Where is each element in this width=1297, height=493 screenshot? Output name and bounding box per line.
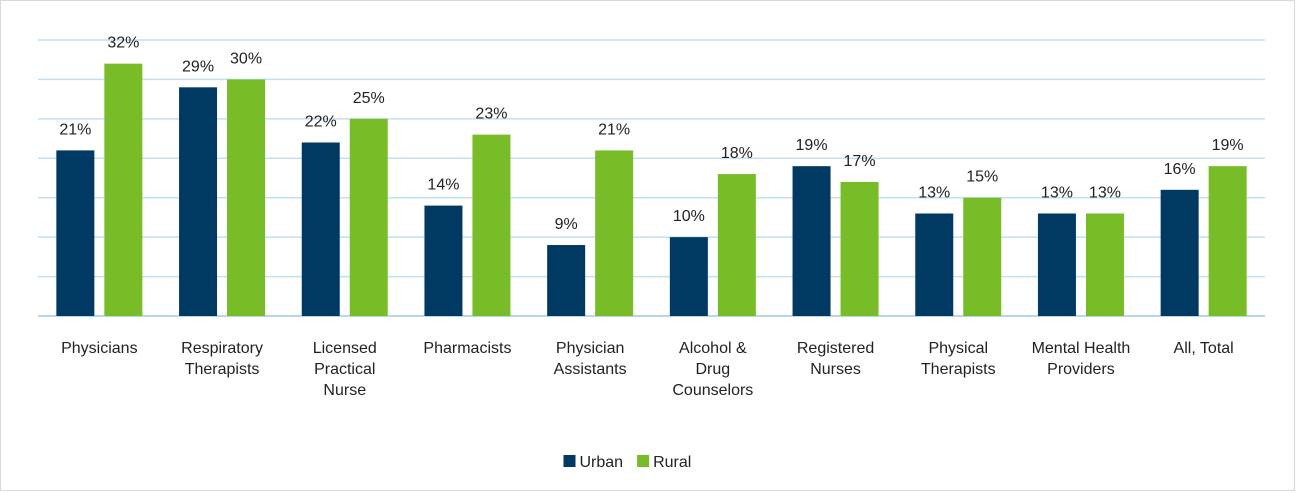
bar (472, 134, 511, 316)
legend-swatch (563, 455, 576, 467)
data-label: 13% (1089, 184, 1121, 201)
bar (301, 142, 340, 316)
data-label: 21% (59, 121, 91, 138)
x-tick-label: Mental Health Providers (1031, 340, 1131, 378)
legend-label: Rural (653, 454, 691, 471)
bar (792, 166, 831, 316)
x-tick-label: Physical Therapists (920, 340, 996, 378)
bar (915, 213, 954, 316)
bar (717, 174, 756, 316)
x-tick-label: Registered Nurses (796, 340, 875, 378)
data-label: 22% (305, 114, 337, 131)
bar (840, 181, 879, 316)
data-label: 10% (673, 208, 705, 225)
bar (1208, 166, 1247, 316)
data-label: 18% (721, 145, 753, 162)
data-label: 25% (353, 90, 385, 107)
data-label: 23% (475, 106, 507, 123)
data-label: 14% (427, 177, 459, 194)
bar (227, 79, 266, 316)
data-label: 13% (918, 184, 950, 201)
x-tick-label: All, Total (1173, 340, 1234, 357)
data-label: 19% (1212, 137, 1244, 154)
x-tick-label: Pharmacists (423, 340, 512, 357)
legend-swatch (637, 455, 650, 467)
bar (179, 87, 218, 316)
x-tick-label: Physician Assistants (553, 340, 627, 378)
bar (56, 150, 95, 316)
bar (963, 197, 1002, 316)
data-label: 29% (182, 58, 214, 75)
data-label: 30% (230, 50, 262, 67)
x-tick-label: Physicians (61, 340, 138, 357)
bar (1085, 213, 1124, 316)
bar (595, 150, 634, 316)
data-label: 13% (1041, 184, 1073, 201)
data-label: 15% (966, 169, 998, 186)
bar (104, 63, 143, 317)
x-tick-label: Respiratory Therapists (181, 340, 263, 378)
data-label: 16% (1164, 161, 1196, 178)
data-label: 9% (555, 216, 578, 233)
bar (1160, 189, 1199, 316)
bar (1037, 213, 1076, 316)
bar (424, 205, 463, 316)
x-tick-label: Licensed Practical Nurse (312, 340, 377, 399)
bar (349, 118, 388, 316)
data-label: 21% (598, 121, 630, 138)
data-label: 17% (844, 153, 876, 170)
data-label: 32% (107, 35, 139, 52)
x-tick-label: Alcohol & Drug Counselors (672, 340, 754, 399)
bar (547, 245, 586, 316)
bar (669, 237, 708, 316)
legend-label: Urban (580, 454, 624, 471)
data-label: 19% (796, 137, 828, 154)
